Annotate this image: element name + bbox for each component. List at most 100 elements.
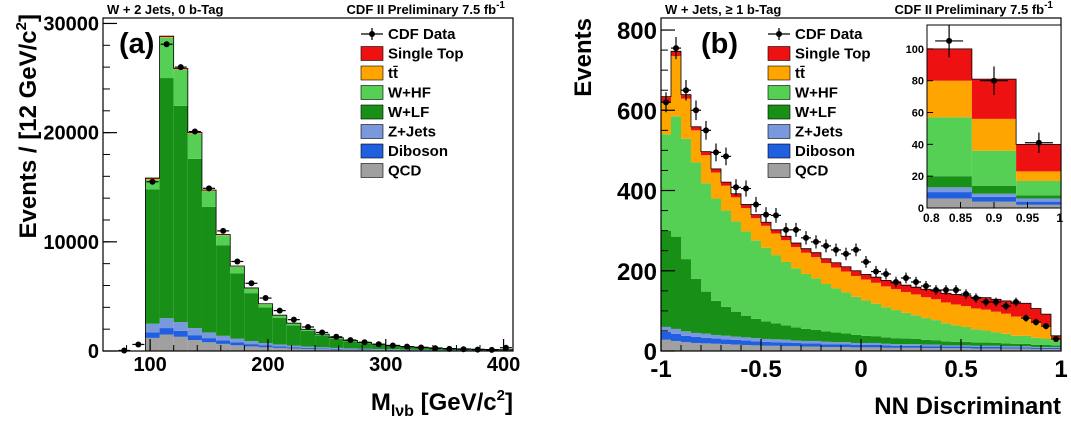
panel-a-legend-label-5: Z+Jets: [388, 124, 436, 141]
panel-b-bar-wlf-18: [841, 333, 851, 343]
panel-a-bar-wlf-2: [173, 105, 188, 323]
panel-b-data-point-23: [893, 278, 899, 285]
panel-b-bar-wlf-33: [991, 342, 1001, 346]
panel-b-bar-qcd-4: [701, 343, 711, 351]
panel-a-bar-zjets-7: [244, 341, 259, 345]
panel-b-bar-qcd-9: [751, 345, 761, 351]
panel-b-bar-qcd-38: [1041, 348, 1051, 351]
panel-b-bar-zjets-22: [881, 343, 891, 346]
panel-b-data-point-18: [843, 250, 849, 257]
panel-b-data-point-33: [993, 299, 999, 306]
panel-b-bar-whf-25: [911, 315, 921, 339]
panel-a-bar-wlf-1: [159, 78, 174, 319]
panel-a-bar-diboson-13: [329, 348, 344, 350]
panel-b-bar-wlf-22: [881, 337, 891, 344]
panel-b-bar-tt-15: [811, 257, 821, 279]
panel-a-bar-zjets-5: [216, 335, 231, 341]
inset-data-point-1: [991, 77, 997, 84]
panel-b-bar-wlf-27: [931, 340, 941, 345]
panel-a-bar-qcd-9: [272, 347, 287, 351]
panel-b-bar-diboson-32: [981, 346, 991, 349]
panel-b-data-point-4: [703, 127, 709, 134]
panel-b-bar-qcd-8: [741, 344, 751, 351]
panel-b-bar-tt-20: [861, 279, 871, 301]
panel-b-bar-qcd-5: [711, 343, 721, 351]
panel-b-bar-diboson-3: [691, 336, 701, 343]
panel-b-bar-qcd-13: [791, 346, 801, 351]
panel-b-bar-diboson-22: [881, 345, 891, 348]
panel-a-bar-wlf-11: [300, 331, 316, 347]
panel-b-bar-diboson-16: [821, 344, 831, 347]
inset-bar-diboson-2: [1016, 201, 1061, 205]
panel-b-bar-diboson-4: [701, 337, 711, 344]
inset-bar-tt-0: [927, 80, 972, 118]
panel-b-bar-qcd-20: [861, 347, 871, 351]
panel-a-header-left: W + 2 Jets, 0 b-Tag: [107, 2, 223, 17]
panel-a-data-point-5: [191, 128, 198, 135]
panel-a-data-point-17: [361, 339, 368, 346]
panel-b-bar-diboson-25: [911, 345, 921, 348]
panel-a-data-point-1: [135, 341, 142, 348]
panel-b-bar-qcd-11: [771, 345, 781, 351]
panel-b-bar-wlf-29: [951, 341, 961, 346]
panel-a-bar-whf-6: [230, 266, 245, 274]
panel-a-bar-qcd-2: [173, 336, 188, 351]
panel-b-bar-tt-2: [681, 98, 691, 139]
panel-b-data-point-27: [933, 287, 939, 294]
panel-b-bar-diboson-29: [951, 346, 961, 349]
panel-b-xtick-label-0: -1: [650, 356, 671, 383]
panel-a-legend-label-6: Diboson: [388, 143, 448, 160]
panel-a-bar-diboson-4: [201, 338, 217, 343]
panel-b-header-right: CDF II Preliminary 7.5 fb-1: [895, 0, 1054, 17]
inset-ytick-label-5: 100: [906, 44, 924, 56]
panel-b-bar-qcd-33: [991, 348, 1001, 351]
panel-b-bar-whf-30: [961, 326, 971, 342]
panel-b-bar-zjets-23: [891, 344, 901, 346]
panel-b-bar-wlf-9: [751, 318, 761, 339]
panel-b: W + Jets, ≥ 1 b-Tag CDF II Preliminary 7.…: [535, 0, 1071, 421]
panel-b-bar-zjets-32: [981, 345, 991, 347]
panel-b-bar-qcd-0: [661, 339, 671, 351]
panel-b-legend-swatch-6: [767, 143, 791, 159]
panel-b-bar-whf-27: [931, 320, 941, 341]
panel-b-legend-swatch-5: [767, 124, 791, 139]
panel-b-legend-label-7: QCD: [795, 163, 829, 180]
panel-b-bar-qcd-22: [881, 347, 891, 351]
panel-b-bar-tt-29: [951, 304, 961, 326]
panel-b-bar-whf-8: [741, 231, 751, 316]
panel-b-bar-tt-7: [731, 197, 741, 222]
panel-b-bar-whf-19: [851, 296, 861, 335]
panel-b-data-point-17: [833, 246, 839, 253]
panel-a-bar-qcd-8: [258, 347, 273, 351]
panel-b-bar-singletop-10: [761, 222, 771, 226]
panel-a-label: (a): [119, 28, 154, 60]
panel-b-bar-whf-36: [1021, 335, 1031, 344]
panel-b-legend-swatch-7: [767, 163, 791, 178]
panel-b-bar-wlf-2: [681, 259, 691, 332]
panel-b-bar-whf-5: [711, 198, 721, 301]
panel-b-bar-qcd-24: [901, 347, 911, 351]
panel-a-bar-diboson-1: [159, 328, 174, 335]
panel-b-data-point-8: [743, 185, 749, 192]
panel-a-data-point-16: [347, 337, 354, 344]
panel-b-bar-zjets-30: [961, 345, 971, 347]
panel-a-data-point-26: [488, 346, 495, 353]
panel-b-bar-tt-26: [921, 297, 931, 319]
panel-b-bar-tt-4: [701, 155, 711, 184]
panel-a-ylabel: Events / [12 GeV/c2]: [13, 14, 42, 238]
panel-a-data-point-8: [234, 258, 241, 265]
panel-a-bar-whf-8: [258, 304, 273, 308]
panel-b-bar-tt-9: [751, 218, 761, 241]
panel-b-bar-tt-10: [761, 225, 771, 248]
panel-a-bar-whf-2: [173, 69, 188, 106]
panel-b-bar-diboson-9: [751, 341, 761, 346]
panel-b-bar-diboson-30: [961, 346, 971, 349]
panel-a-bar-zjets-14: [343, 348, 358, 350]
panel-b-bar-diboson-39: [1051, 347, 1061, 349]
panel-b-bar-singletop-18: [841, 266, 851, 272]
panel-b-bar-diboson-14: [801, 343, 811, 347]
panel-b-bar-zjets-21: [871, 342, 881, 345]
panel-a-bar-qcd-5: [216, 343, 231, 351]
panel-b-data-point-3: [693, 107, 699, 114]
panel-b-bar-whf-20: [861, 300, 871, 336]
